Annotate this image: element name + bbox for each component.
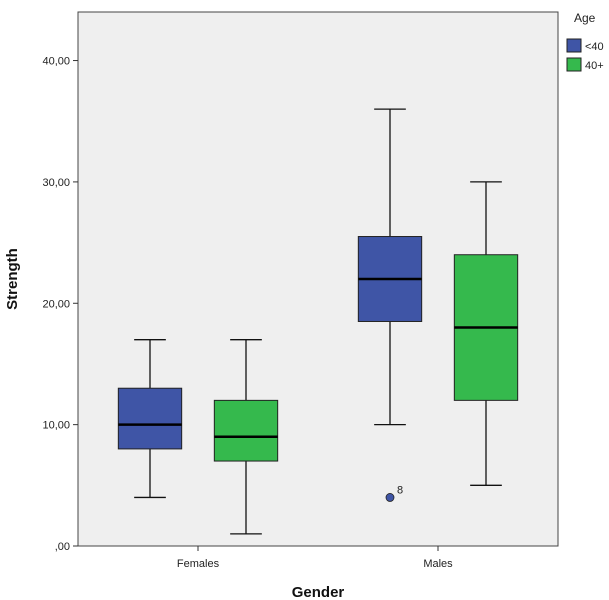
x-tick-label: Females [177,558,220,570]
legend-label: 40+ [585,60,604,72]
y-axis-title: Strength [4,248,21,310]
x-tick-label: Males [423,558,453,570]
outlier-label: 8 [397,484,403,496]
y-axis: ,00 10,00 20,00 30,00 40,00 [42,56,78,553]
box-females-0 [117,339,183,499]
y-tick-label: ,00 [55,541,70,553]
legend-title: Age [574,11,596,25]
box-females-1 [213,339,279,535]
x-axis-title: Gender [292,584,345,600]
legend: Age <40 40+ [566,11,604,72]
boxes-group: 8 [117,108,519,535]
y-tick-label: 40,00 [42,56,70,68]
legend-swatch [566,38,582,53]
box-iqr [213,399,279,462]
legend-label: <40 [585,41,604,53]
box-males-0: 8 [357,108,423,502]
box-iqr [117,387,183,450]
outlier-point [385,493,395,502]
y-tick-label: 30,00 [42,177,70,189]
legend-swatch [566,57,582,72]
box-males-1 [453,181,519,486]
y-tick-label: 20,00 [42,298,70,310]
x-axis: Females Males [177,546,453,570]
y-tick-label: 10,00 [42,420,70,432]
